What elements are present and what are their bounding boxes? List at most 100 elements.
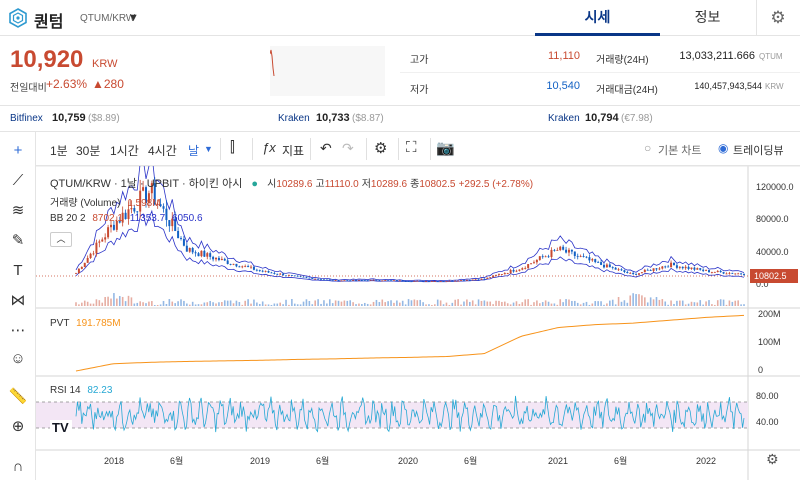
- volume-bar: [215, 303, 217, 306]
- candle-body: [270, 272, 273, 274]
- fib-icon[interactable]: ≋: [11, 202, 25, 219]
- settings-icon[interactable]: ⚙: [374, 140, 388, 157]
- trend-line-icon[interactable]: ⟋: [12, 172, 24, 189]
- candle-body: [355, 279, 358, 281]
- candle-body: [661, 266, 664, 269]
- volume-bar: [366, 303, 369, 306]
- rsi-legend: RSI 14 82.23: [50, 385, 112, 396]
- volume-bar: [337, 300, 340, 306]
- candle-body: [530, 263, 533, 265]
- crosshair-icon[interactable]: +: [13, 142, 23, 159]
- exchange-value: 10,733: [316, 112, 350, 124]
- volume-bar: [480, 300, 483, 306]
- interval-4h[interactable]: 4시간: [148, 144, 177, 158]
- candle-body: [95, 242, 98, 254]
- radio-trading-icon[interactable]: ◉: [718, 141, 729, 155]
- price-chart[interactable]: 120000.0 80000.0 40000.0 0.0 10802.5 200…: [36, 153, 800, 480]
- redo-icon[interactable]: ↷: [342, 140, 354, 156]
- exchange-name[interactable]: Bitfinex: [10, 113, 43, 124]
- time-tick: 2019: [250, 456, 270, 466]
- tab-info[interactable]: 정보: [694, 9, 721, 25]
- candle-body: [357, 279, 360, 281]
- candle-body: [576, 255, 579, 257]
- brush-icon[interactable]: ✎: [11, 232, 25, 249]
- candle-type-icon[interactable]: ⫿: [230, 139, 235, 156]
- candle-body: [489, 277, 492, 279]
- volume-bar: [331, 303, 334, 306]
- chart-area[interactable]: 120000.0 80000.0 40000.0 0.0 10802.5 200…: [36, 153, 800, 480]
- ruler-icon[interactable]: 📏: [8, 388, 28, 405]
- volume-bar: [623, 300, 626, 306]
- candle-body: [212, 256, 215, 260]
- undo-icon[interactable]: ↶: [320, 140, 332, 156]
- text-icon[interactable]: T: [13, 262, 23, 279]
- candle-body: [632, 272, 635, 275]
- volume-bar: [142, 302, 144, 306]
- candle-body: [559, 246, 562, 251]
- volume-bar: [422, 302, 424, 306]
- measure-icon[interactable]: ⋯: [10, 322, 26, 339]
- collapse-legend-button[interactable]: ︿: [50, 232, 72, 247]
- tradingview-option[interactable]: 트레이딩뷰: [733, 145, 784, 157]
- volume-bar: [655, 297, 658, 306]
- volume-bar: [177, 301, 179, 306]
- gear-icon[interactable]: ⚙: [770, 8, 786, 27]
- candle-body: [573, 251, 576, 256]
- volume-bar: [381, 299, 384, 306]
- candle-body: [83, 262, 86, 267]
- volume-bar: [133, 303, 136, 306]
- candle-body: [241, 266, 244, 268]
- interval-day[interactable]: 날: [188, 144, 200, 158]
- ohlc-o: 10289.6: [276, 179, 313, 190]
- interval-1h[interactable]: 1시간: [110, 144, 139, 158]
- chevron-down-icon[interactable]: ▼: [128, 12, 139, 24]
- volume-bar: [171, 301, 174, 306]
- volume-bar: [457, 299, 459, 306]
- volume-bar: [355, 304, 357, 306]
- volume-bar: [212, 302, 214, 306]
- candle-body: [238, 266, 241, 268]
- candle-body: [197, 253, 200, 257]
- basic-chart-option[interactable]: 기본 차트: [658, 145, 702, 157]
- fx-icon[interactable]: ƒx: [262, 140, 276, 155]
- volume-bar: [614, 304, 617, 306]
- volume-bar: [305, 299, 308, 306]
- volume-bar: [501, 301, 503, 306]
- candle-body: [410, 281, 413, 282]
- zoom-icon[interactable]: ⊕: [11, 418, 25, 435]
- pvt-legend: PVT 191.785M: [50, 318, 121, 329]
- candle-body: [462, 280, 465, 281]
- candle-body: [465, 279, 468, 281]
- candle-body: [623, 270, 626, 272]
- chevron-down-icon[interactable]: ▼: [204, 144, 213, 154]
- volume-bar: [98, 300, 101, 306]
- magnet-icon[interactable]: ∩: [12, 458, 24, 475]
- interval-30m[interactable]: 30분: [76, 144, 101, 158]
- pattern-icon[interactable]: ⋈: [10, 292, 26, 309]
- candle-body: [492, 275, 495, 278]
- emoji-icon[interactable]: ☺: [10, 350, 26, 367]
- fullscreen-icon[interactable]: ⛶: [406, 139, 417, 156]
- volume-bar: [270, 304, 273, 306]
- candle-body: [401, 280, 404, 282]
- indicator-button[interactable]: 지표: [282, 144, 305, 158]
- candle-body: [451, 280, 454, 282]
- exchange-name[interactable]: Kraken: [548, 113, 580, 124]
- volume-bar: [658, 299, 661, 306]
- volume-bar: [466, 299, 468, 306]
- divider: [252, 138, 253, 160]
- exchange-name[interactable]: Kraken: [278, 113, 310, 124]
- radio-basic-icon[interactable]: ○: [644, 141, 652, 155]
- volume-legend-label: 거래량 (Volume): [50, 198, 121, 209]
- volume-bar: [582, 302, 585, 306]
- tab-quote[interactable]: 시세: [535, 0, 660, 36]
- volume-bar: [282, 304, 284, 306]
- interval-1m[interactable]: 1분: [50, 144, 68, 158]
- volume-bar: [506, 303, 509, 306]
- camera-icon[interactable]: 📷: [436, 140, 455, 157]
- candle-body: [107, 227, 110, 238]
- chart-title: QTUM/KRW · 1날 · UPBIT · 하이킨 아시 ● 시10289.…: [50, 175, 533, 191]
- volume-bar: [536, 300, 538, 306]
- volume-bar: [285, 299, 287, 306]
- candle-body: [363, 280, 366, 281]
